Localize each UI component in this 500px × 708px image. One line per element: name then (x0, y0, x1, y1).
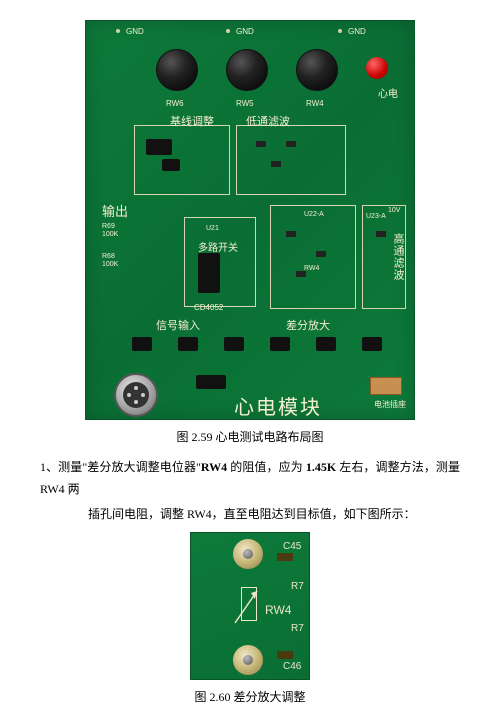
silk-rw4b: RW4 (304, 265, 319, 272)
ic (196, 375, 226, 389)
silk-xindian: 心电 (378, 85, 398, 100)
bold-1.45k: 1.45K (306, 460, 336, 474)
knob-rw4 (296, 49, 338, 91)
figure-1-caption: 图 2.59 心电测试电路布局图 (176, 428, 323, 445)
figure-2-block: C45 R7 RW4 R7 C46 图 2.60 差分放大调整 (40, 532, 460, 705)
label-r-top: R7 (291, 581, 304, 592)
gnd-label-3: GND (348, 27, 366, 36)
gnd-label-2: GND (236, 27, 254, 36)
gnd-dot (226, 29, 230, 33)
pcb-main-image: GND GND GND R (85, 20, 415, 420)
box-mux (184, 217, 256, 307)
gnd-dot (116, 29, 120, 33)
instruction-line-2: 插孔间电阻，调整 RW4，直至电阻达到目标值，如下图所示： (40, 504, 460, 526)
ic (178, 337, 198, 351)
led-indicator (366, 57, 388, 79)
gnd-label-1: GND (126, 27, 144, 36)
ic (146, 139, 172, 155)
knob-rw6 (156, 49, 198, 91)
silk-lowpass: 低通滤波 (246, 113, 290, 129)
silk-u21: U21 (206, 225, 219, 232)
silk-10v: 10V (388, 207, 400, 214)
screw-bot (233, 645, 263, 675)
ic (132, 337, 152, 351)
ic (362, 337, 382, 351)
label-c46: C46 (283, 661, 301, 672)
silk-100k2: 100K (102, 261, 118, 268)
smd (256, 141, 266, 147)
ic (270, 337, 290, 351)
box-lowpass (236, 125, 346, 195)
cap-c45 (277, 553, 293, 561)
silk-highpass: 高通滤波 (390, 233, 406, 281)
ic (162, 159, 180, 171)
circular-connector (114, 373, 158, 417)
connector-inner (123, 382, 149, 408)
silk-r69: R69 (102, 223, 115, 230)
ic (316, 337, 336, 351)
knob-rw5 (226, 49, 268, 91)
text: 的阻值，应为 (227, 460, 306, 474)
silk-diffamp: 差分放大 (286, 317, 330, 333)
bold-rw4: RW4 (201, 460, 227, 474)
silk-rw5: RW5 (236, 99, 254, 108)
silk-rw4: RW4 (306, 99, 324, 108)
smd (376, 231, 386, 237)
silk-u22a: U22-A (304, 211, 324, 218)
screw-top (233, 539, 263, 569)
instruction-line-1: 1、测量"差分放大调整电位器"RW4 的阻值，应为 1.45K 左右，调整方法，… (40, 457, 460, 500)
smd (286, 141, 296, 147)
pcb-small-image: C45 R7 RW4 R7 C46 (190, 532, 310, 680)
label-c45: C45 (283, 541, 301, 552)
silk-rw6: RW6 (166, 99, 184, 108)
figure-1-block: GND GND GND R (40, 20, 460, 445)
ic (224, 337, 244, 351)
silk-100k1: 100K (102, 231, 118, 238)
silk-module-title: 心电模块 (234, 391, 322, 420)
silk-u23a: U23-A (366, 213, 386, 220)
label-rw4: RW4 (265, 603, 291, 617)
silk-battery: 电池插座 (374, 399, 406, 410)
figure-2-caption: 图 2.60 差分放大调整 (194, 688, 305, 705)
silk-output: 输出 (102, 201, 128, 220)
silk-cd4052: CD4052 (194, 303, 223, 312)
cap-c46 (277, 651, 293, 659)
battery-socket (370, 377, 402, 395)
text: 1、测量"差分放大调整电位器" (40, 460, 201, 474)
silk-r68: R68 (102, 253, 115, 260)
box-baseline (134, 125, 230, 195)
ic-cd4052 (198, 253, 220, 293)
box-diffamp (270, 205, 356, 309)
silk-signal-in: 信号输入 (156, 317, 200, 333)
silk-mux: 多路开关 (198, 239, 238, 254)
smd (271, 161, 281, 167)
label-r-bot: R7 (291, 623, 304, 634)
silk-baseline: 基线调整 (170, 113, 214, 129)
pot-symbol-arrow (229, 583, 265, 629)
smd (286, 231, 296, 237)
smd (316, 251, 326, 257)
gnd-dot (338, 29, 342, 33)
